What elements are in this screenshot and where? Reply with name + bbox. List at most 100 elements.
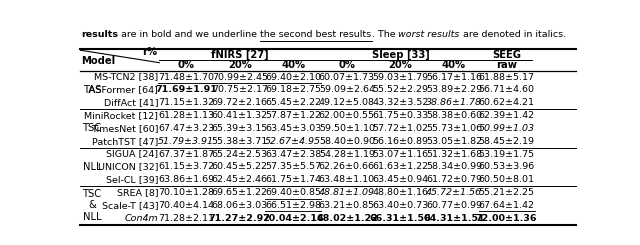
Text: SIGUA [24]: SIGUA [24] xyxy=(106,149,158,159)
Text: NLL: NLL xyxy=(83,162,101,172)
Text: Sel-CL [39]: Sel-CL [39] xyxy=(106,175,158,184)
Text: SREA [8]: SREA [8] xyxy=(116,188,158,197)
Text: PatchTST [47]: PatchTST [47] xyxy=(92,137,158,146)
Text: 57.72±1.02: 57.72±1.02 xyxy=(372,124,428,133)
Text: TAS: TAS xyxy=(83,85,101,95)
Text: 60.77±0.99: 60.77±0.99 xyxy=(426,201,482,210)
Text: 71.48±1.70: 71.48±1.70 xyxy=(158,73,214,82)
Text: 60.53±3.96: 60.53±3.96 xyxy=(479,162,534,171)
Text: 69.72±2.16: 69.72±2.16 xyxy=(212,98,268,107)
Text: 55.52±2.29: 55.52±2.29 xyxy=(372,85,428,94)
Text: 56.17±1.16: 56.17±1.16 xyxy=(426,73,482,82)
Text: 58.40±0.90: 58.40±0.90 xyxy=(319,137,375,146)
Text: 62.00±0.55: 62.00±0.55 xyxy=(319,111,375,120)
Text: 70.10±1.28: 70.10±1.28 xyxy=(158,188,214,197)
Text: MiniRocket [12]: MiniRocket [12] xyxy=(84,111,158,120)
Text: 59.50±1.10: 59.50±1.10 xyxy=(319,124,375,133)
Text: Con4m: Con4m xyxy=(125,214,158,223)
Text: 60.50±8.01: 60.50±8.01 xyxy=(479,175,534,184)
Text: 61.75±1.74: 61.75±1.74 xyxy=(265,175,321,184)
Text: 72.00±1.36: 72.00±1.36 xyxy=(476,214,538,223)
Text: 61.75±0.33: 61.75±0.33 xyxy=(372,111,429,120)
Text: are in bold and we underline: are in bold and we underline xyxy=(118,30,260,39)
Text: DiffAct [41]: DiffAct [41] xyxy=(104,98,158,107)
Text: 71.69±1.91: 71.69±1.91 xyxy=(156,85,217,94)
Text: 67.47±3.23: 67.47±3.23 xyxy=(158,124,214,133)
Text: 55.73±1.06: 55.73±1.06 xyxy=(426,124,482,133)
Text: 65.24±2.53: 65.24±2.53 xyxy=(212,149,268,159)
Text: 43.32±3.52: 43.32±3.52 xyxy=(372,98,429,107)
Text: 63.45±3.03: 63.45±3.03 xyxy=(265,124,321,133)
Text: TSC
&
NLL: TSC & NLL xyxy=(83,189,102,222)
Text: 68.06±3.03: 68.06±3.03 xyxy=(212,201,268,210)
Text: 53.07±1.16: 53.07±1.16 xyxy=(372,149,428,159)
Text: TimesNet [60]: TimesNet [60] xyxy=(91,124,158,133)
Text: 20%: 20% xyxy=(228,60,252,70)
Text: 0%: 0% xyxy=(339,60,355,70)
Text: 52.67±4.95: 52.67±4.95 xyxy=(265,137,321,146)
Text: 58.38±0.60: 58.38±0.60 xyxy=(426,111,482,120)
Text: 40%: 40% xyxy=(281,60,305,70)
Text: SEEG: SEEG xyxy=(492,50,521,60)
Text: Sleep [33]: Sleep [33] xyxy=(372,50,429,60)
Text: 48.80±1.16: 48.80±1.16 xyxy=(372,188,428,197)
Text: 0%: 0% xyxy=(178,60,195,70)
Text: 64.31±1.51: 64.31±1.51 xyxy=(423,214,484,223)
Text: UNICON [32]: UNICON [32] xyxy=(98,162,158,171)
Text: MS-TCN2 [38]: MS-TCN2 [38] xyxy=(94,73,158,82)
Text: 53.19±1.75: 53.19±1.75 xyxy=(479,149,534,159)
Text: fNIRS [27]: fNIRS [27] xyxy=(211,50,269,60)
Text: 48.81±1.09: 48.81±1.09 xyxy=(319,188,375,197)
Text: 20%: 20% xyxy=(388,60,412,70)
Text: 60.07±1.73: 60.07±1.73 xyxy=(319,73,375,82)
Text: 38.86±1.78: 38.86±1.78 xyxy=(426,98,482,107)
Text: 56.16±0.89: 56.16±0.89 xyxy=(372,137,428,146)
Text: 58.34±0.99: 58.34±0.99 xyxy=(426,162,482,171)
Text: 71.27±2.92: 71.27±2.92 xyxy=(209,214,271,223)
Text: 60.45±5.22: 60.45±5.22 xyxy=(212,162,268,171)
Text: 63.47±2.38: 63.47±2.38 xyxy=(265,149,321,159)
Text: 51.79±3.91: 51.79±3.91 xyxy=(158,137,214,146)
Text: 60.41±1.32: 60.41±1.32 xyxy=(212,111,268,120)
Text: 69.18±2.75: 69.18±2.75 xyxy=(265,85,321,94)
Text: 57.35±5.57: 57.35±5.57 xyxy=(265,162,321,171)
Text: 63.40±0.73: 63.40±0.73 xyxy=(372,201,429,210)
Text: 70.04±2.14: 70.04±2.14 xyxy=(262,214,324,223)
Text: 70.99±2.45: 70.99±2.45 xyxy=(212,73,268,82)
Text: 66.51±2.98: 66.51±2.98 xyxy=(265,201,321,210)
Text: ASFormer [64]: ASFormer [64] xyxy=(90,85,158,94)
Text: 71.28±2.11: 71.28±2.11 xyxy=(158,214,214,223)
Text: 62.39±1.42: 62.39±1.42 xyxy=(479,111,534,120)
Text: 67.64±1.42: 67.64±1.42 xyxy=(479,201,534,210)
Text: 65.39±3.15: 65.39±3.15 xyxy=(212,124,268,133)
Text: 54.28±1.19: 54.28±1.19 xyxy=(319,149,375,159)
Text: 63.86±1.69: 63.86±1.69 xyxy=(158,175,214,184)
Text: 51.32±1.68: 51.32±1.68 xyxy=(426,149,482,159)
Text: raw: raw xyxy=(496,60,517,70)
Text: 63.45±0.94: 63.45±0.94 xyxy=(372,175,428,184)
Text: 70.75±2.17: 70.75±2.17 xyxy=(212,85,268,94)
Text: 61.15±3.72: 61.15±3.72 xyxy=(158,162,214,171)
Text: 69.40±0.85: 69.40±0.85 xyxy=(265,188,321,197)
Text: . The: . The xyxy=(372,30,398,39)
Text: 67.37±1.87: 67.37±1.87 xyxy=(158,149,214,159)
Text: TSC: TSC xyxy=(83,123,102,133)
Text: Model: Model xyxy=(81,56,116,66)
Text: the second best results: the second best results xyxy=(260,30,372,39)
Text: 61.63±1.22: 61.63±1.22 xyxy=(372,162,428,171)
Text: 68.02±1.22: 68.02±1.22 xyxy=(316,214,378,223)
Text: are denoted in italics.: are denoted in italics. xyxy=(460,30,566,39)
Text: 63.21±0.85: 63.21±0.85 xyxy=(319,201,375,210)
Text: 71.15±1.32: 71.15±1.32 xyxy=(158,98,214,107)
Text: 62.26±0.66: 62.26±0.66 xyxy=(319,162,375,171)
Text: 66.31±1.50: 66.31±1.50 xyxy=(370,214,431,223)
Text: 60.62±4.21: 60.62±4.21 xyxy=(479,98,534,107)
Text: 58.45±2.19: 58.45±2.19 xyxy=(479,137,534,146)
Text: 63.48±1.10: 63.48±1.10 xyxy=(319,175,375,184)
Text: 50.99±1.03: 50.99±1.03 xyxy=(479,124,534,133)
Text: 53.05±1.82: 53.05±1.82 xyxy=(426,137,482,146)
Text: 59.03±1.79: 59.03±1.79 xyxy=(372,73,428,82)
Text: r%: r% xyxy=(141,47,157,57)
Text: 65.45±2.22: 65.45±2.22 xyxy=(265,98,321,107)
Text: Scale-T [43]: Scale-T [43] xyxy=(102,201,158,210)
